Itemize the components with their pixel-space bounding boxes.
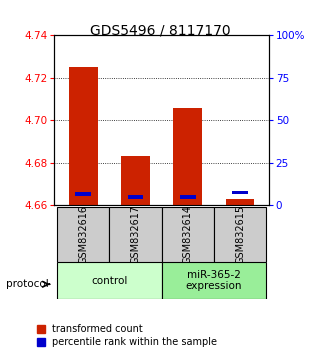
Text: GDS5496 / 8117170: GDS5496 / 8117170 (90, 23, 230, 37)
Text: control: control (91, 275, 127, 286)
Legend: transformed count, percentile rank within the sample: transformed count, percentile rank withi… (37, 325, 217, 347)
Bar (69, 67, 98, 205)
Text: GSM832615: GSM832615 (235, 205, 245, 264)
Bar (173, 108, 202, 205)
Bar (226, 199, 254, 205)
Bar (162, 207, 214, 262)
Bar (128, 195, 143, 199)
Bar (109, 207, 162, 262)
Text: GSM832616: GSM832616 (78, 205, 88, 264)
Bar (75, 192, 91, 195)
Bar (180, 195, 196, 199)
Text: protocol: protocol (6, 279, 49, 289)
Bar (162, 262, 266, 299)
Text: GSM832617: GSM832617 (131, 205, 140, 264)
Text: miR-365-2
expression: miR-365-2 expression (186, 270, 242, 291)
Bar (57, 207, 109, 262)
Bar (121, 156, 150, 205)
Bar (57, 262, 162, 299)
Bar (214, 207, 266, 262)
Bar (232, 191, 248, 194)
Text: GSM832614: GSM832614 (183, 205, 193, 264)
